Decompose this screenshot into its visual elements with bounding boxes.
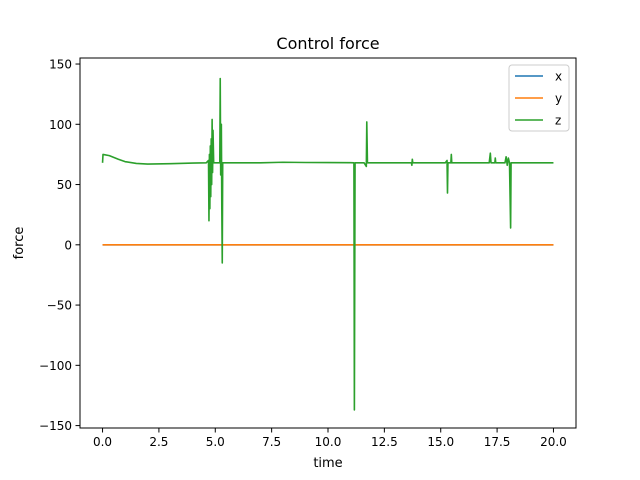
y-axis: 150 100 50 0 −50 −100 −150 [39, 58, 80, 433]
x-tick-label: 0.0 [93, 435, 112, 449]
legend-label-z: z [555, 114, 561, 128]
y-tick-label: −100 [39, 359, 72, 373]
x-tick-label: 20.0 [540, 435, 567, 449]
x-tick-label: 10.0 [315, 435, 342, 449]
plot-frame [79, 57, 577, 429]
chart-title: Control force [276, 34, 379, 53]
y-axis-label: force [12, 227, 27, 260]
y-tick-label: −150 [39, 419, 72, 433]
y-tick-label: 50 [57, 178, 72, 192]
x-tick-label: 2.5 [149, 435, 168, 449]
x-tick-label: 12.5 [371, 435, 398, 449]
y-tick-label: 100 [49, 118, 72, 132]
series-line-z [101, 77, 554, 411]
x-tick-label: 5.0 [206, 435, 225, 449]
legend-label-x: x [555, 70, 562, 84]
legend: xyz [508, 64, 570, 132]
y-tick-label: 150 [49, 58, 72, 72]
x-axis: 0.0 2.5 5.0 7.5 10.0 12.5 15.0 17.5 20.0 [93, 428, 567, 449]
legend-label-y: y [555, 92, 562, 106]
x-tick-label: 17.5 [484, 435, 511, 449]
y-tick-label: −50 [47, 299, 72, 313]
x-tick-label: 15.0 [427, 435, 454, 449]
y-tick-label: 0 [64, 238, 72, 252]
x-tick-label: 7.5 [262, 435, 281, 449]
plot-area [101, 77, 554, 411]
x-axis-label: time [313, 456, 342, 471]
